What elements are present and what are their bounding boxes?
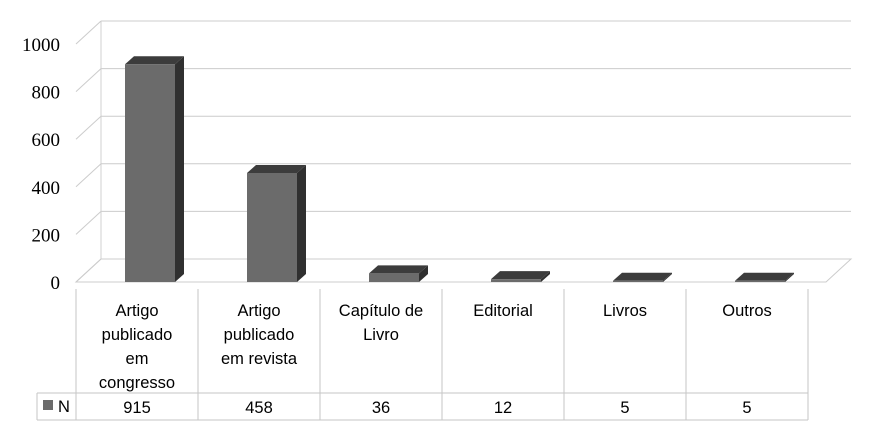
bar-series	[125, 56, 794, 283]
data-label: 915	[123, 399, 151, 417]
bar-top	[613, 272, 672, 281]
bar	[369, 273, 419, 282]
bar-top	[491, 271, 550, 280]
category-label: Artigo	[237, 302, 280, 320]
gridline-depth	[75, 211, 102, 235]
y-tick-label: 400	[32, 178, 61, 199]
data-label: 36	[372, 399, 390, 417]
gridline-depth	[75, 20, 102, 45]
category-label: Outros	[722, 302, 772, 320]
bar-side	[785, 272, 794, 282]
category-label: Capítulo de	[339, 302, 423, 320]
bar-top	[125, 56, 184, 65]
legend-label: N	[58, 398, 70, 416]
y-tick-label: 600	[32, 130, 61, 151]
bar	[613, 280, 663, 282]
bar	[125, 64, 175, 282]
y-tick-label: 1000	[22, 35, 60, 56]
category-label: em	[126, 350, 149, 368]
y-tick-label: 0	[51, 273, 61, 294]
chart-floor	[74, 258, 853, 283]
gridline-depth	[75, 258, 102, 283]
category-label: Livros	[603, 302, 647, 320]
category-label: publicado	[224, 326, 295, 344]
category-label: Editorial	[473, 302, 533, 320]
bar-side	[663, 272, 672, 282]
category-label: publicado	[102, 326, 173, 344]
bar	[491, 279, 541, 282]
bar-side	[297, 164, 306, 282]
chart-grid	[74, 20, 853, 283]
bar-top	[247, 164, 306, 173]
data-label: 5	[742, 399, 751, 417]
gridline-depth	[75, 163, 102, 188]
category-label: congresso	[99, 374, 175, 392]
bar-side	[175, 56, 184, 283]
category-label: em revista	[221, 350, 298, 368]
y-tick-label: 800	[32, 83, 61, 104]
bar-side	[419, 265, 428, 282]
bar-top	[369, 265, 428, 274]
data-label: 12	[494, 399, 512, 417]
bar-side	[541, 271, 550, 282]
data-label: 458	[245, 399, 273, 417]
category-label: Livro	[363, 326, 399, 344]
gridline-depth	[75, 115, 102, 140]
y-tick-label: 200	[32, 225, 61, 246]
bar	[247, 172, 297, 282]
bar-top	[735, 272, 794, 281]
data-table: Artigo publicado em congresso Artigo publicad…	[36, 289, 809, 421]
legend-key	[43, 400, 53, 410]
data-label: 5	[620, 399, 629, 417]
y-axis-ticks: 0 200 400 600 800 1000	[22, 35, 60, 294]
gridline-depth	[75, 68, 102, 92]
bar	[735, 280, 785, 282]
category-label: Artigo	[115, 302, 158, 320]
